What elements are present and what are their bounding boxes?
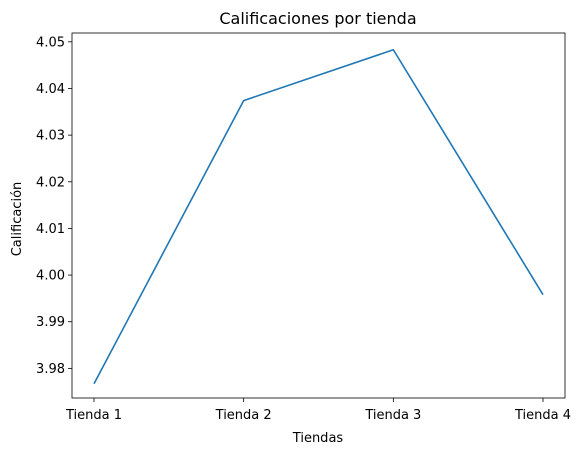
y-tick-label: 4.04 xyxy=(36,82,65,97)
y-tick-label: 4.02 xyxy=(36,175,65,190)
x-tick-label: Tienda 2 xyxy=(215,408,272,423)
y-tick-label: 4.00 xyxy=(36,269,65,284)
y-tick-label: 3.99 xyxy=(36,315,65,330)
chart-title: Calificaciones por tienda xyxy=(219,9,416,28)
x-tick-label: Tienda 3 xyxy=(364,408,421,423)
y-tick-label: 4.05 xyxy=(36,35,65,50)
y-tick-label: 4.03 xyxy=(36,129,65,144)
plot-frame xyxy=(71,32,566,399)
x-axis-title: Tiendas xyxy=(292,431,344,446)
y-tick-label: 4.01 xyxy=(36,222,65,237)
y-axis-title: Calificación xyxy=(10,182,25,257)
x-tick-label: Tienda 4 xyxy=(514,408,571,423)
y-tick-label: 3.98 xyxy=(36,362,65,377)
series-line xyxy=(93,48,544,385)
x-tick-label: Tienda 1 xyxy=(65,408,122,423)
plot-area: 3.98 3.99 4.00 4.01 4.02 4.03 4.04 4.05 Tienda 1… xyxy=(36,32,571,423)
